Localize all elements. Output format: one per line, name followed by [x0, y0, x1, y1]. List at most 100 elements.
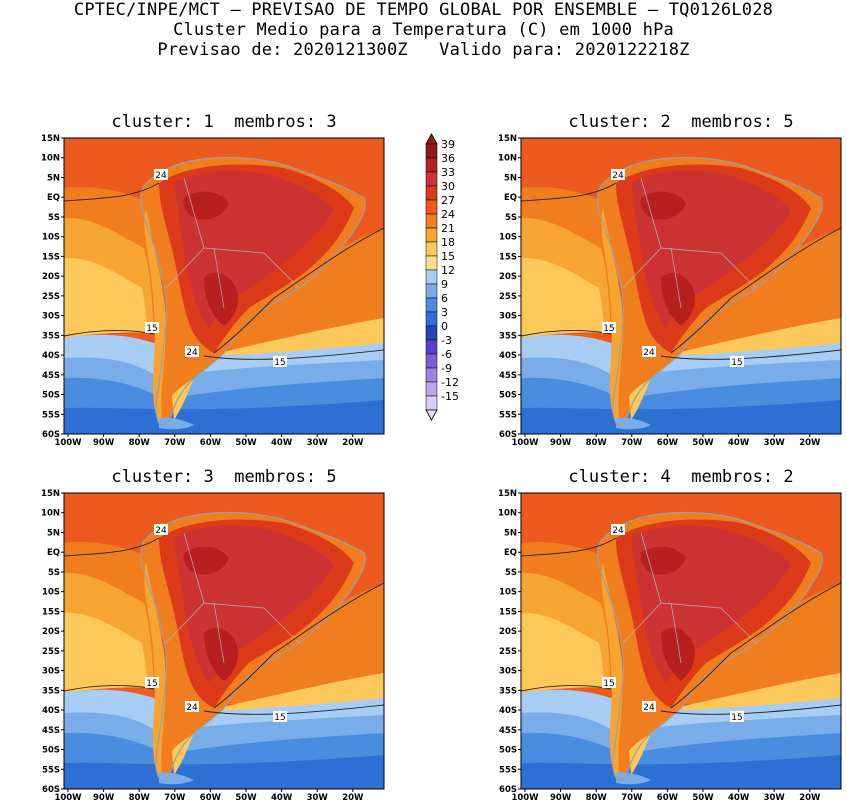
lon-tick-label: 70W: [621, 793, 643, 803]
map-panel-2: 24 15 24 15 15N 10N 5N EQ 5S 10S 15S 20S 25S 30S 35S 40…: [483, 134, 845, 448]
colorbar-swatch: [425, 241, 438, 257]
lat-tick-label: 45S: [42, 726, 60, 736]
lat-tick-label: 45S: [499, 726, 517, 736]
lat-tick-label: 5N: [47, 173, 60, 183]
contour-label-bg: [602, 677, 616, 688]
colorbar-label: 21: [441, 222, 455, 235]
contour-label-bg: [730, 356, 744, 367]
contour-label-bg: [602, 322, 616, 333]
lat-tick-label: EQ: [504, 548, 517, 558]
lon-tick-label: 80W: [129, 438, 151, 448]
lat-tick-label: 10N: [498, 154, 517, 164]
contour-label: 15: [603, 324, 614, 334]
lat-tick-label: 5N: [504, 528, 517, 538]
lat-tick-label: 40S: [42, 706, 60, 716]
colorbar-swatch: [425, 171, 438, 187]
lat-tick-label: 60S: [499, 785, 517, 795]
contour-label: 24: [155, 171, 167, 181]
lon-tick-label: 80W: [586, 793, 608, 803]
contour-24-east: [670, 582, 841, 709]
lat-tick-label: 10S: [42, 233, 60, 243]
map-frame: [520, 492, 842, 790]
map-field: 24 15 24 15: [521, 138, 841, 434]
lat-tick-label: 25S: [42, 647, 60, 657]
lon-tick-label: 60W: [200, 793, 222, 803]
lat-tick-label: 5N: [47, 528, 60, 538]
lat-tick-label: 35S: [42, 331, 60, 341]
contour-label-bg: [611, 524, 625, 535]
patagonia: [172, 378, 194, 420]
lat-tick-label: 45S: [499, 371, 517, 381]
colorbar-label: 27: [441, 194, 455, 207]
contour-label: 24: [612, 526, 624, 536]
lat-tick-label: 5N: [504, 173, 517, 183]
band-18-west: [64, 257, 149, 338]
contour-24-north: [64, 182, 160, 202]
borders: [165, 532, 300, 664]
colorbar-swatch: [425, 185, 438, 201]
contour-label: 24: [155, 526, 167, 536]
lat-tick-label: 10N: [41, 509, 60, 519]
colorbar-swatch: [425, 157, 438, 173]
lon-tick-label: 40W: [728, 793, 750, 803]
contour-label: 15: [274, 358, 285, 368]
lat-tick-label: 40S: [499, 351, 517, 361]
patagonia: [629, 733, 651, 775]
lon-tick-label: 60W: [657, 793, 679, 803]
contour-label-bg: [611, 169, 625, 180]
lat-tick-label: 45S: [42, 371, 60, 381]
colorbar-swatch: [425, 199, 438, 215]
lat-tick-label: 15S: [499, 252, 517, 262]
colorbar-bottom-arrow: [425, 409, 438, 421]
lon-tick-label: 90W: [93, 793, 115, 803]
lat-tick-label: 55S: [499, 765, 517, 775]
lon-tick-label: 80W: [586, 438, 608, 448]
map-panel-4: 24 15 24 15 15N 10N 5N EQ 5S 10S 15S 20S 25S 30S 35S 40…: [483, 489, 845, 803]
lon-tick-label: 30W: [764, 438, 786, 448]
lat-tick-label: 30S: [42, 312, 60, 322]
colorbar-label: 36: [441, 152, 455, 165]
lon-tick-label: 50W: [692, 793, 714, 803]
tierra-del-fuego: [616, 772, 651, 785]
contour-label: 15: [731, 713, 742, 723]
land-36: [661, 272, 696, 326]
contour-label: 15: [731, 358, 742, 368]
contour-label: 24: [612, 171, 624, 181]
lat-tick-label: EQ: [47, 548, 60, 558]
contour-label: 15: [274, 713, 285, 723]
lon-tick-label: 30W: [764, 793, 786, 803]
lat-tick-label: 55S: [42, 765, 60, 775]
colorbar-swatch: [425, 297, 438, 313]
lat-tick-label: 20S: [499, 272, 517, 282]
land-36-north: [640, 546, 686, 575]
lon-tick-label: 20W: [799, 438, 821, 448]
colorbar-swatch: [425, 213, 438, 229]
lat-tick-label: EQ: [504, 193, 517, 203]
map-field: 24 15 24 15: [521, 493, 841, 789]
header-line2: Cluster Medio para a Temperatura (C) em …: [173, 20, 674, 40]
colorbar-label: 30: [441, 180, 455, 193]
colorbar-swatch: [425, 381, 438, 397]
lat-tick-label: 25S: [499, 647, 517, 657]
lon-tick-label: 80W: [129, 793, 151, 803]
lat-tick-label: 50S: [42, 391, 60, 401]
lat-tick-label: 40S: [499, 706, 517, 716]
contour-label: 24: [186, 348, 198, 358]
lon-tick-label: 30W: [307, 793, 329, 803]
lat-tick-label: 15S: [42, 252, 60, 262]
lon-tick-label: 40W: [271, 793, 293, 803]
colorbar-swatch: [425, 325, 438, 341]
lon-tick-label: 90W: [93, 438, 115, 448]
lat-tick-label: 35S: [42, 686, 60, 696]
tierra-del-fuego: [159, 417, 194, 430]
tierra-del-fuego: [616, 417, 651, 430]
contour-label-bg: [730, 711, 744, 722]
colorbar-swatch: [425, 269, 438, 285]
map-field: 24 15 24 15: [64, 138, 384, 434]
lat-tick-label: 60S: [42, 785, 60, 795]
lon-tick-label: 50W: [235, 438, 257, 448]
lon-tick-label: 90W: [550, 793, 572, 803]
patagonia: [629, 378, 651, 420]
contour-label-bg: [154, 169, 168, 180]
coastline: [140, 511, 366, 781]
